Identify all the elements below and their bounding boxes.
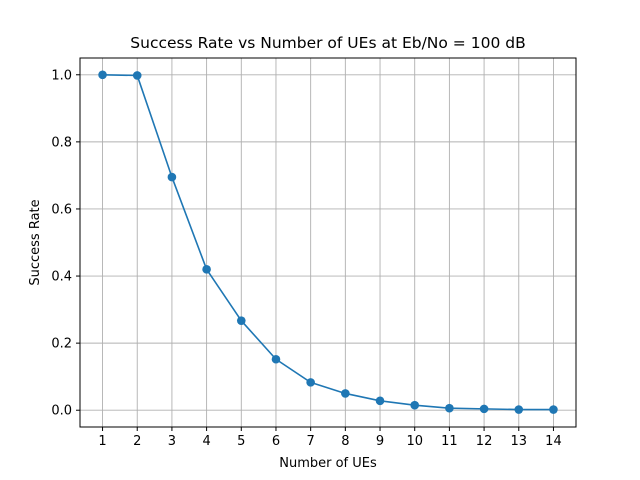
data-point: [306, 378, 315, 387]
data-point: [514, 405, 524, 414]
x-tick-label: 10: [406, 434, 423, 449]
x-tick-label: 9: [376, 434, 384, 449]
x-tick-label: 7: [307, 434, 315, 449]
x-tick-label: 2: [133, 434, 141, 449]
x-tick-label: 4: [202, 434, 210, 449]
x-tick-label: 6: [272, 434, 280, 449]
data-point: [410, 400, 420, 410]
data-series: [98, 70, 558, 414]
x-axis-label: Number of UEs: [279, 456, 377, 471]
axis-ticks: 1 2 3 4 5 6 7 8 9 10 11 12 13 140.00.20.40.60.81.0: [51, 68, 561, 449]
x-tick-label: 13: [510, 434, 527, 449]
data-point: [98, 70, 107, 80]
data-point: [341, 389, 350, 398]
chart-title: Success Rate vs Number of UEs at Eb/No =…: [130, 34, 525, 52]
x-tick-label: 11: [441, 434, 458, 449]
data-point: [549, 405, 558, 414]
y-tick-label: 0.4: [51, 270, 72, 285]
plot-frame: [79, 57, 577, 428]
data-point: [202, 265, 211, 274]
data-point: [271, 354, 281, 364]
data-point: [479, 404, 489, 414]
data-point: [132, 71, 142, 80]
data-point: [236, 316, 246, 325]
y-tick-label: 0.2: [51, 337, 72, 352]
y-axis-label: Success Rate: [28, 199, 43, 285]
series-line: [102, 73, 554, 411]
x-tick-label: 5: [237, 434, 245, 449]
x-tick-label: 3: [168, 434, 176, 449]
x-tick-label: 12: [476, 434, 493, 449]
data-point: [375, 396, 385, 406]
y-tick-label: 0.6: [51, 202, 72, 217]
data-point: [167, 172, 177, 182]
x-tick-label: 8: [341, 434, 349, 449]
y-tick-label: 1.0: [51, 68, 72, 83]
grid-lines: [80, 58, 576, 427]
data-point: [445, 403, 454, 413]
y-tick-label: 0.8: [51, 135, 72, 150]
x-tick-label: 14: [545, 434, 562, 449]
y-tick-label: 0.0: [51, 404, 72, 419]
x-tick-label: 1: [98, 434, 106, 449]
